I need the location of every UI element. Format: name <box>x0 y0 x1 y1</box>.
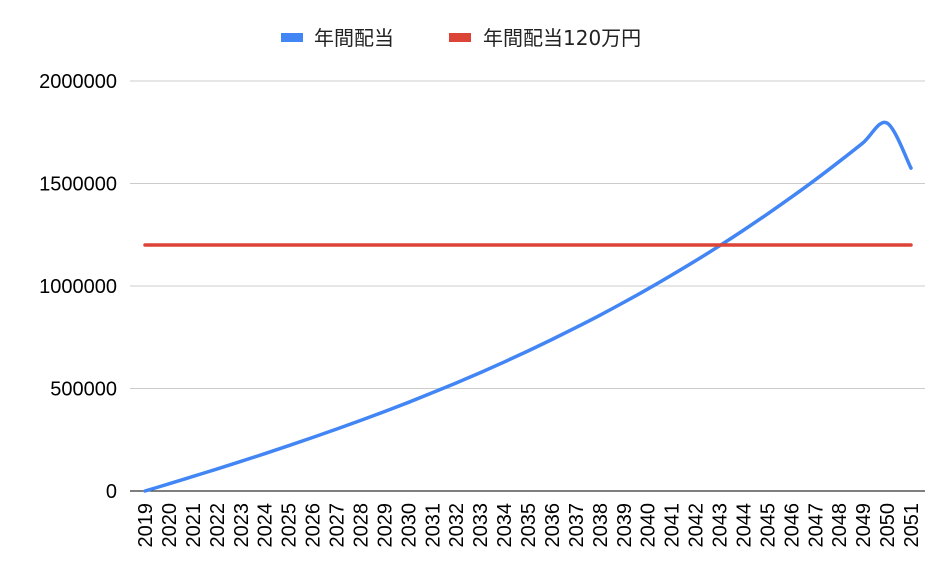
x-tick-label: 2033 <box>470 503 492 548</box>
x-tick-label: 2039 <box>614 503 636 548</box>
y-tick-label: 1000000 <box>39 276 117 298</box>
x-tick-label: 2026 <box>303 503 325 548</box>
x-tick-label: 2032 <box>446 503 468 548</box>
x-tick-label: 2022 <box>207 503 229 548</box>
x-tick-label: 2031 <box>422 503 444 548</box>
chart-series <box>143 120 913 493</box>
x-tick-label: 2045 <box>757 503 779 548</box>
x-tick-label: 2024 <box>255 503 277 548</box>
x-tick-label: 2042 <box>686 503 708 548</box>
x-tick-label: 2025 <box>279 503 301 548</box>
x-tick-label: 2019 <box>135 503 157 548</box>
chart-legend: 年間配当 年間配当120万円 <box>281 26 641 50</box>
x-tick-label: 2023 <box>231 503 253 548</box>
x-tick-label: 2046 <box>781 503 803 548</box>
y-tick-label: 0 <box>106 481 117 503</box>
x-tick-label: 2048 <box>829 503 851 548</box>
x-tick-label: 2044 <box>733 503 755 548</box>
x-tick-label: 2035 <box>518 503 540 548</box>
x-tick-label: 2027 <box>327 503 349 548</box>
x-tick-label: 2021 <box>183 503 205 548</box>
legend-swatch <box>281 33 303 42</box>
x-tick-label: 2034 <box>494 503 516 548</box>
y-tick-label: 2000000 <box>39 71 117 93</box>
x-tick-label: 2030 <box>398 503 420 548</box>
y-axis-tick-labels: 0 500000 1000000 1500000 2000000 <box>39 71 117 503</box>
legend-swatch <box>449 33 471 42</box>
x-tick-label: 2020 <box>159 503 181 548</box>
x-tick-label: 2051 <box>901 503 923 548</box>
series-line-annual-dividend <box>143 120 913 493</box>
x-tick-label: 2036 <box>542 503 564 548</box>
x-tick-label: 2038 <box>590 503 612 548</box>
x-tick-label: 2050 <box>877 503 899 548</box>
x-axis-tick-labels: 2019 2020 2021 2022 2023 2024 2025 2026 2027 2028… <box>135 503 923 548</box>
x-tick-label: 2047 <box>805 503 827 548</box>
x-tick-label: 2049 <box>853 503 875 548</box>
x-tick-label: 2043 <box>710 503 732 548</box>
x-tick-label: 2041 <box>662 503 684 548</box>
x-tick-label: 2029 <box>374 503 396 548</box>
legend-label: 年間配当120万円 <box>483 26 641 50</box>
x-tick-label: 2040 <box>638 503 660 548</box>
x-tick-label: 2028 <box>350 503 372 548</box>
y-tick-label: 500000 <box>50 379 117 401</box>
legend-label: 年間配当 <box>314 26 394 50</box>
x-tick-label: 2037 <box>566 503 588 548</box>
chart-gridlines <box>130 80 925 492</box>
y-tick-label: 1500000 <box>39 174 117 196</box>
